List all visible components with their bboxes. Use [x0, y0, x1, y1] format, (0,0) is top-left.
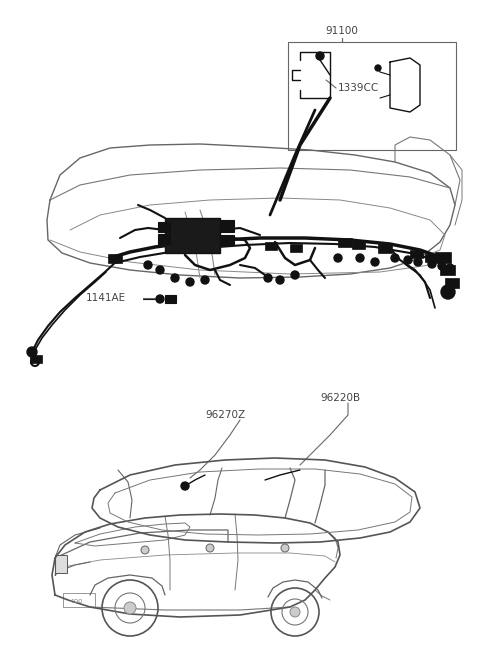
Circle shape [446, 264, 454, 272]
Bar [445, 278, 459, 288]
Circle shape [156, 295, 164, 303]
Bar [63, 593, 95, 607]
Text: 91100: 91100 [325, 26, 359, 36]
Circle shape [276, 276, 284, 284]
Circle shape [27, 347, 37, 357]
Bar [30, 355, 42, 363]
Bar [290, 244, 302, 252]
Circle shape [428, 260, 436, 268]
Bar [352, 240, 365, 249]
Bar [288, 42, 456, 150]
Bar [55, 555, 67, 573]
Circle shape [291, 271, 299, 279]
Circle shape [371, 258, 379, 266]
Circle shape [290, 607, 300, 617]
Bar [338, 238, 352, 247]
Bar [265, 242, 277, 250]
Circle shape [186, 278, 194, 286]
Circle shape [156, 266, 164, 274]
Bar [425, 254, 437, 262]
Bar [220, 235, 234, 245]
Circle shape [334, 254, 342, 262]
Text: 1141AE: 1141AE [86, 293, 126, 303]
Circle shape [438, 262, 446, 270]
Circle shape [356, 254, 364, 262]
Bar [435, 252, 451, 263]
Circle shape [201, 276, 209, 284]
Circle shape [316, 52, 324, 60]
Text: 1339CC: 1339CC [338, 83, 379, 93]
Bar [220, 220, 234, 232]
Circle shape [441, 285, 455, 299]
Circle shape [124, 602, 136, 614]
Text: 96270Z: 96270Z [205, 410, 245, 420]
Bar [108, 254, 122, 263]
Bar [158, 234, 170, 244]
Bar [378, 244, 392, 253]
Circle shape [264, 274, 272, 282]
Circle shape [31, 358, 39, 366]
Circle shape [181, 482, 189, 490]
Circle shape [281, 544, 289, 552]
Bar [158, 222, 170, 232]
Text: coo: coo [71, 598, 84, 604]
Circle shape [171, 274, 179, 282]
Circle shape [206, 544, 214, 552]
Circle shape [404, 256, 412, 264]
Circle shape [141, 546, 149, 554]
Circle shape [414, 258, 422, 266]
Bar [440, 265, 455, 275]
Bar [165, 295, 176, 303]
Bar [410, 250, 423, 258]
Circle shape [144, 261, 152, 269]
Bar [165, 218, 220, 253]
Circle shape [375, 65, 381, 71]
Circle shape [391, 254, 399, 262]
Text: 96220B: 96220B [320, 393, 360, 403]
